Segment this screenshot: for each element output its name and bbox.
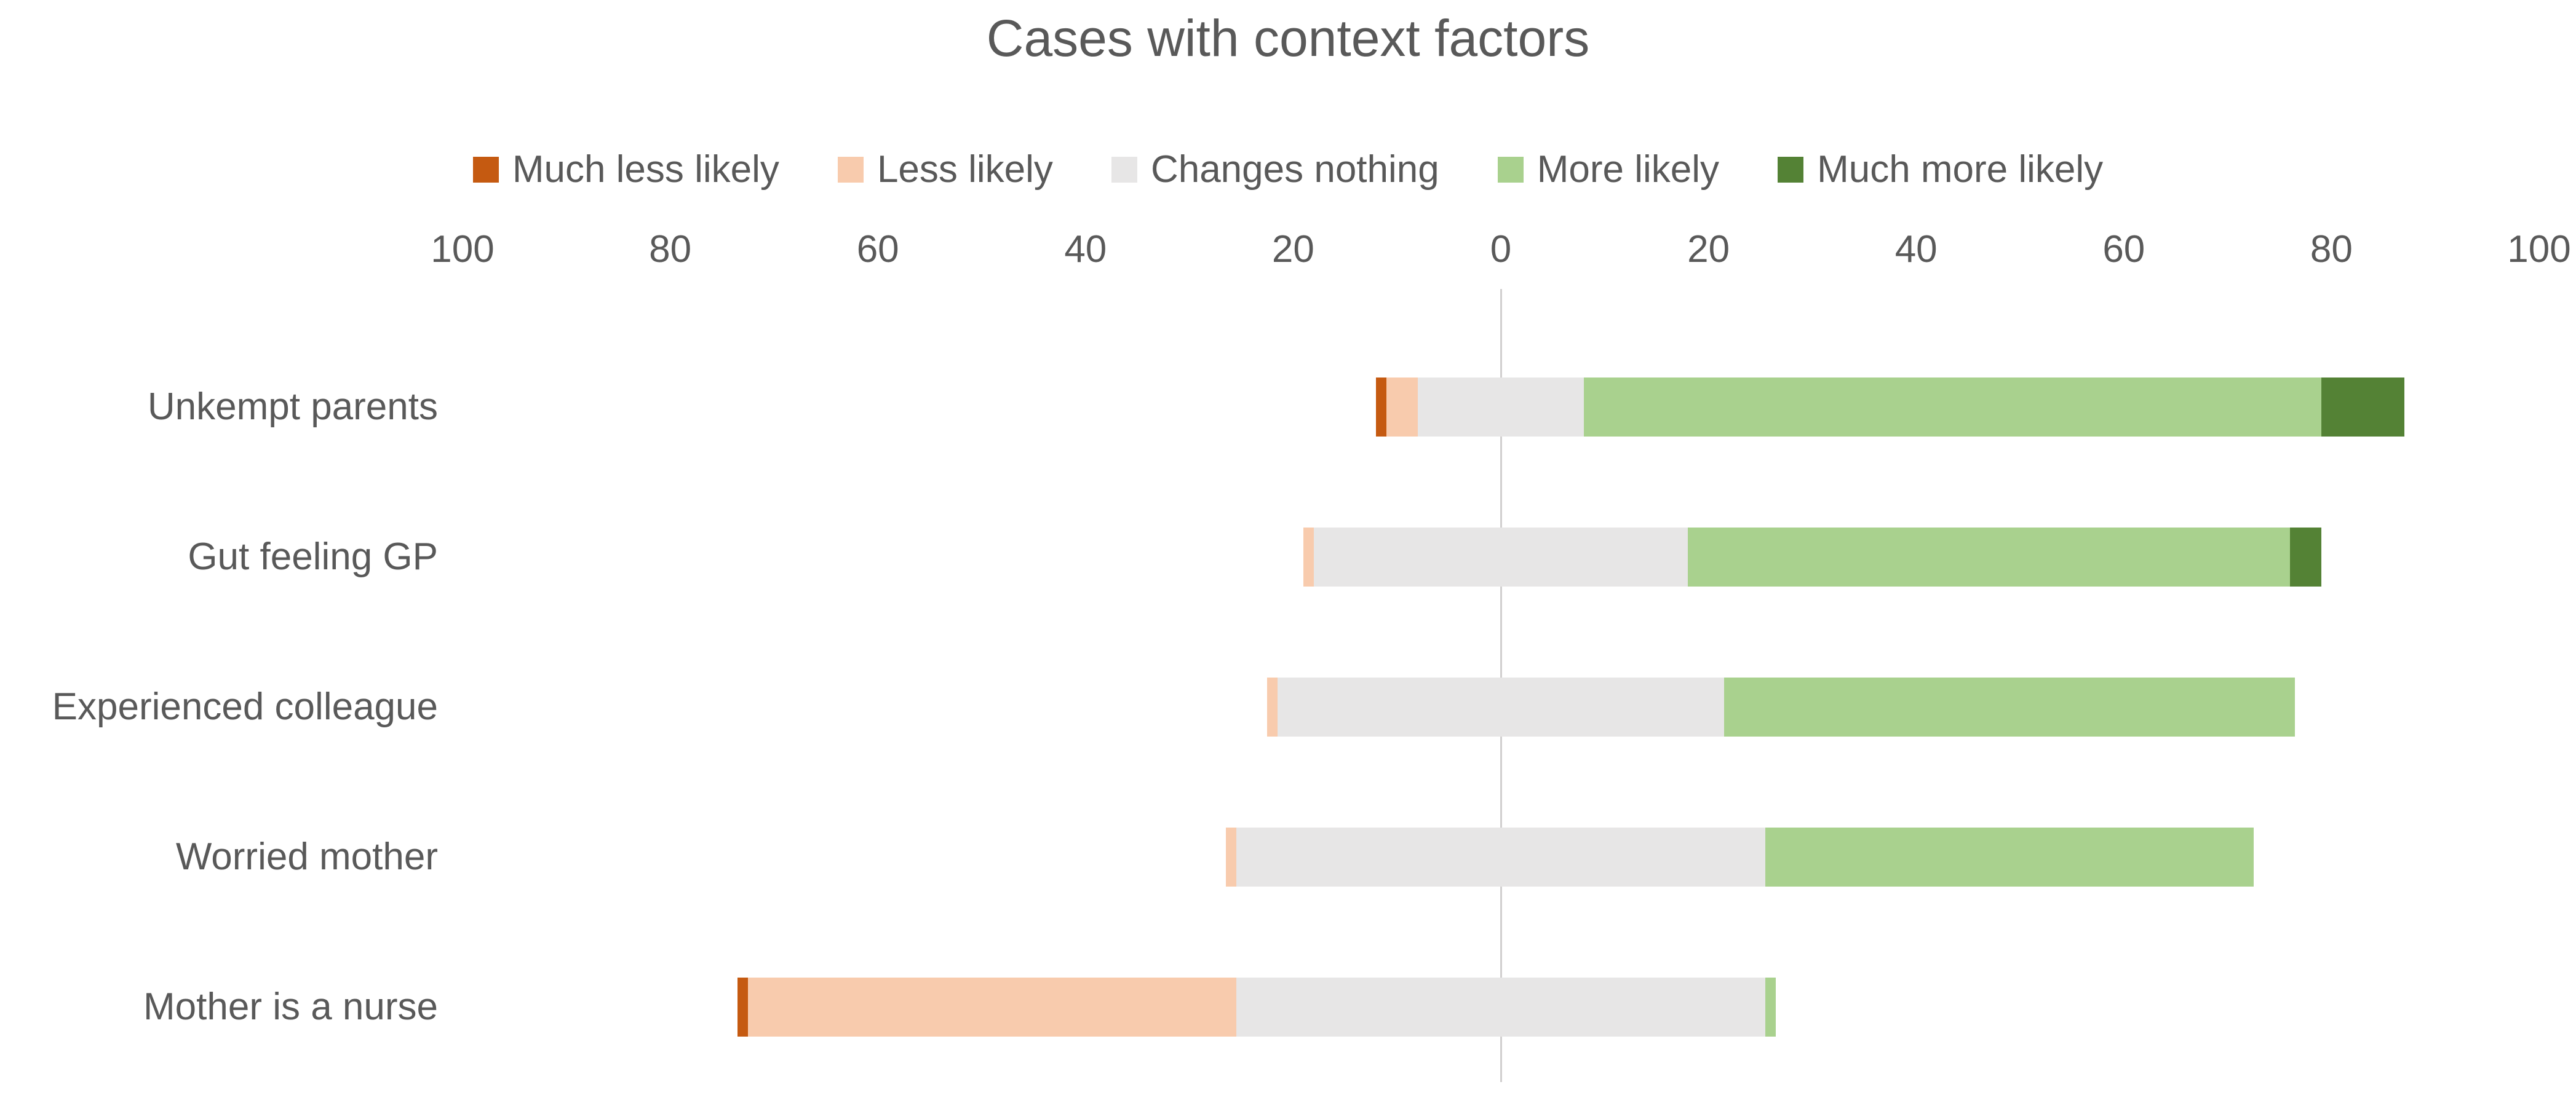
legend-label: Much more likely bbox=[1817, 148, 2104, 191]
bar-segment bbox=[1303, 528, 1314, 587]
chart-title: Cases with context factors bbox=[986, 9, 1590, 67]
legend-swatch-icon bbox=[1111, 156, 1137, 183]
bar-segment bbox=[737, 978, 749, 1037]
bar-row bbox=[463, 528, 2539, 587]
axis-tick-label: 40 bbox=[1894, 228, 1938, 271]
axis-tick-label: 60 bbox=[856, 228, 899, 271]
axis-tick-label: 100 bbox=[431, 228, 495, 271]
bar-segment bbox=[1236, 978, 1766, 1037]
axis-tick-label: 80 bbox=[649, 228, 692, 271]
bar-segment bbox=[1376, 378, 1387, 437]
bar-segment bbox=[1765, 828, 2254, 887]
legend-label: Much less likely bbox=[512, 148, 779, 191]
legend-item: Less likely bbox=[837, 148, 1053, 191]
legend-swatch-icon bbox=[1497, 156, 1524, 183]
bar-segment bbox=[1314, 528, 1688, 587]
axis-tick-label: 60 bbox=[2102, 228, 2145, 271]
legend-item: More likely bbox=[1497, 148, 1720, 191]
legend-swatch-icon bbox=[837, 156, 864, 183]
bar-segment bbox=[1386, 378, 1418, 437]
bar-segment bbox=[1584, 378, 2321, 437]
legend-item: Much less likely bbox=[472, 148, 779, 191]
legend-label: More likely bbox=[1536, 148, 1720, 191]
bar-segment bbox=[748, 978, 1236, 1037]
axis-tick-label: 100 bbox=[2507, 228, 2571, 271]
legend-item: Changes nothing bbox=[1111, 148, 1439, 191]
bar-row bbox=[463, 828, 2539, 887]
axis-tick-label: 80 bbox=[2310, 228, 2353, 271]
bar-row bbox=[463, 678, 2539, 737]
bar-row bbox=[463, 978, 2539, 1037]
bar-segment bbox=[1278, 678, 1724, 737]
legend-label: Changes nothing bbox=[1150, 148, 1439, 191]
bar-segment bbox=[1417, 378, 1584, 437]
legend-label: Less likely bbox=[877, 148, 1053, 191]
bar-segment bbox=[1267, 678, 1278, 737]
plot-area bbox=[463, 289, 2539, 1082]
legend-swatch-icon bbox=[472, 156, 499, 183]
category-label: Gut feeling GP bbox=[188, 536, 438, 578]
bar-segment bbox=[2321, 378, 2404, 437]
x-axis: 100 80 60 40 20 0 20 40 60 80 100 bbox=[431, 226, 2570, 273]
bar-segment bbox=[1236, 828, 1766, 887]
category-label: Mother is a nurse bbox=[143, 986, 438, 1028]
axis-tick-label: 0 bbox=[1490, 228, 1512, 271]
bar-segment bbox=[1765, 978, 1776, 1037]
category-label: Experienced colleague bbox=[52, 686, 438, 728]
bar-segment bbox=[1723, 678, 2296, 737]
axis-tick-label: 20 bbox=[1271, 228, 1314, 271]
bar-row bbox=[463, 378, 2539, 437]
bar-segment bbox=[1687, 528, 2290, 587]
bar-segment bbox=[2289, 528, 2321, 587]
legend: Much less likely Less likely Changes nothi… bbox=[0, 148, 2576, 191]
bar-segment bbox=[1225, 828, 1236, 887]
axis-tick-label: 20 bbox=[1687, 228, 1730, 271]
legend-item: Much more likely bbox=[1778, 148, 2103, 191]
category-label: Worried mother bbox=[175, 836, 438, 878]
axis-tick-label: 40 bbox=[1064, 228, 1107, 271]
legend-swatch-icon bbox=[1778, 156, 1804, 183]
category-label: Unkempt parents bbox=[147, 385, 438, 428]
